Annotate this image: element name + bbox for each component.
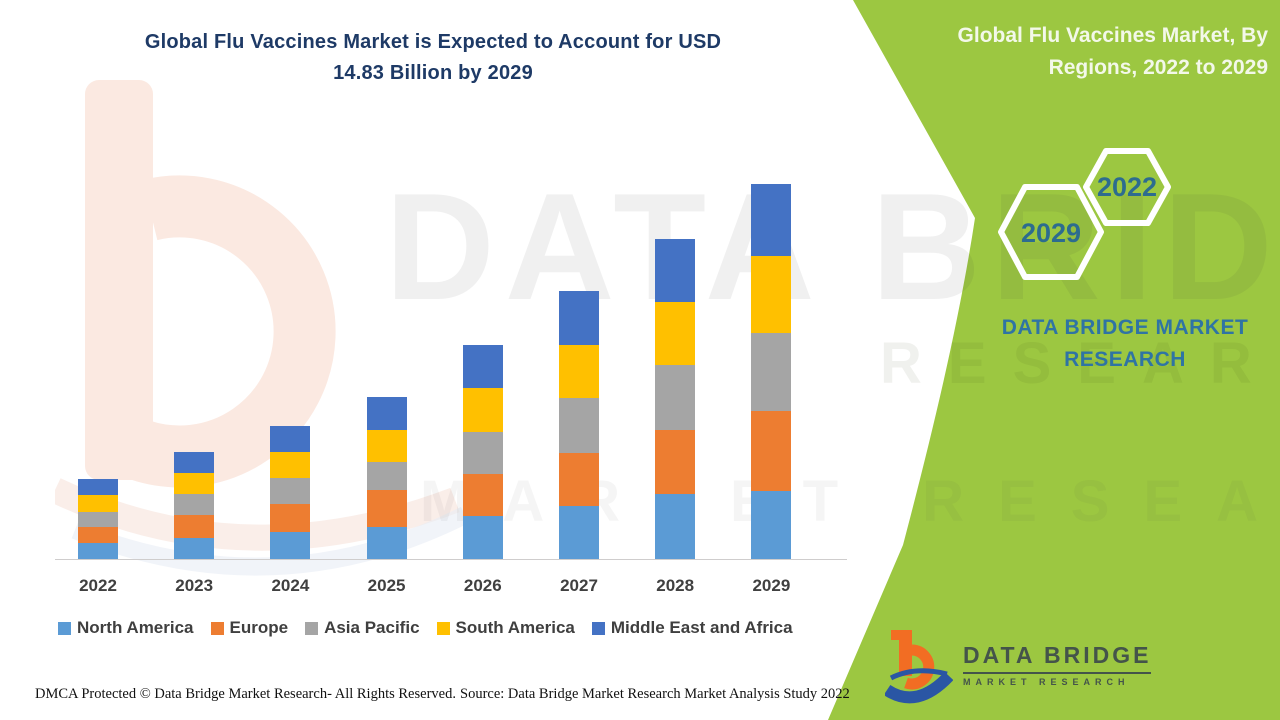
- bar-segment: [78, 512, 118, 528]
- bar-segment: [270, 451, 311, 478]
- bar-segment: [462, 474, 503, 516]
- legend-label: North America: [77, 618, 194, 637]
- bar-segment: [366, 526, 407, 559]
- brand-text: DATA BRIDGE MARKET RESEARCH: [975, 312, 1275, 376]
- bar-segment: [78, 479, 118, 496]
- bar-segment: [751, 184, 792, 257]
- bar-segment: [366, 429, 407, 462]
- legend-swatch-icon: [591, 621, 605, 635]
- bar-segment: [366, 461, 407, 490]
- footer-source-text: Source: Data Bridge Market Research Mark…: [460, 686, 850, 702]
- bar-segment: [462, 345, 503, 388]
- bar-segment: [174, 494, 215, 515]
- bar-segment: [655, 239, 696, 302]
- panel-title: Global Flu Vaccines Market, By Regions, …: [908, 20, 1268, 84]
- x-axis-tick-label: 2023: [175, 576, 214, 595]
- bar-segment: [751, 490, 792, 559]
- legend-swatch-icon: [210, 621, 224, 635]
- watermark-row2-text: RESEARCH: [880, 331, 1280, 396]
- x-axis-tick-label: 2028: [656, 576, 695, 595]
- legend-item: Asia Pacific: [305, 618, 420, 638]
- bar-segment: [655, 494, 696, 559]
- bar-segment: [462, 516, 503, 559]
- legend-label: Asia Pacific: [324, 618, 420, 637]
- bar-segment: [366, 396, 407, 430]
- bar-segment: [78, 543, 118, 559]
- chart-title-line2: 14.83 Billion by 2029: [333, 62, 533, 84]
- legend-label: Middle East and Africa: [610, 618, 793, 637]
- bar-segment: [751, 333, 792, 411]
- x-axis-tick-label: 2025: [367, 576, 406, 595]
- bar-segment: [655, 430, 696, 494]
- bar-segment: [559, 397, 599, 453]
- watermark-brand-text: DATA BRIDGE: [385, 162, 1280, 332]
- company-logo-words: DATA BRIDGE MARKET RESEARCH: [963, 642, 1152, 687]
- bar-segment: [270, 503, 311, 532]
- footer-dmca-text: DMCA Protected © Data Bridge Market Rese…: [35, 686, 456, 702]
- bar-chart: 2022 2023 2024 2025 2026 2027 2028 2029: [78, 184, 792, 595]
- legend-item: South America: [436, 618, 575, 638]
- bar-segment: [559, 290, 599, 345]
- hexagon-2022-label: 2022: [1097, 172, 1157, 202]
- company-logo-icon: [885, 630, 953, 704]
- bar-segment: [174, 452, 215, 473]
- bar-segment: [174, 538, 215, 559]
- bar-segment: [559, 344, 599, 398]
- bar-segment: [174, 515, 215, 538]
- bar-segment: [462, 432, 503, 474]
- company-logo: DATA BRIDGE MARKET RESEARCH: [885, 628, 1152, 706]
- hexagon-badges: 2029 2022: [998, 148, 1171, 280]
- bar-segment: [78, 527, 118, 543]
- bar-segment: [366, 489, 407, 527]
- x-axis-tick-label: 2026: [463, 576, 502, 595]
- bar-segment: [78, 495, 118, 513]
- company-logo-tagline: MARKET RESEARCH: [963, 677, 1130, 687]
- bar-segment: [559, 505, 599, 559]
- panel-title-line1: Global Flu Vaccines Market, By: [957, 24, 1268, 47]
- bar-segment: [751, 256, 792, 334]
- legend-swatch-icon: [436, 621, 450, 635]
- bar-segment: [270, 425, 311, 452]
- x-axis-tick-label: 2029: [752, 576, 791, 595]
- bar-segment: [655, 302, 696, 365]
- chart-legend: North America Europe Asia Pacific South Ame…: [58, 618, 793, 638]
- hexagon-2029: 2029: [998, 184, 1104, 280]
- legend-swatch-icon: [305, 621, 319, 635]
- bar-segment: [751, 411, 792, 491]
- bar-segment: [270, 531, 311, 559]
- chart-title: Global Flu Vaccines Market is Expected t…: [83, 27, 783, 89]
- x-axis-tick-label: 2024: [271, 576, 310, 595]
- bar-segment: [559, 452, 599, 506]
- brand-text-line2: RESEARCH: [1064, 348, 1186, 371]
- hexagon-2022: 2022: [1083, 148, 1171, 226]
- x-axis-tick-label: 2027: [560, 576, 598, 595]
- legend-item: North America: [58, 618, 194, 638]
- company-logo-name: DATA BRIDGE: [963, 642, 1152, 674]
- hexagon-2029-label: 2029: [1021, 218, 1081, 248]
- legend-label: Europe: [229, 618, 289, 637]
- legend-label: South America: [455, 618, 575, 637]
- legend-item: Middle East and Africa: [591, 618, 793, 638]
- x-axis-tick-label: 2022: [79, 576, 117, 595]
- legend-swatch-icon: [58, 621, 71, 635]
- bar-segment: [270, 477, 311, 504]
- legend-item: Europe: [210, 618, 289, 638]
- x-axis-line: [55, 559, 847, 560]
- bar-segment: [174, 473, 215, 494]
- panel-title-line2: Regions, 2022 to 2029: [1048, 56, 1268, 79]
- chart-title-line1: Global Flu Vaccines Market is Expected t…: [144, 31, 722, 53]
- bar-segment: [655, 364, 696, 430]
- brand-text-line1: DATA BRIDGE MARKET: [1001, 316, 1249, 339]
- bar-segment: [462, 388, 503, 432]
